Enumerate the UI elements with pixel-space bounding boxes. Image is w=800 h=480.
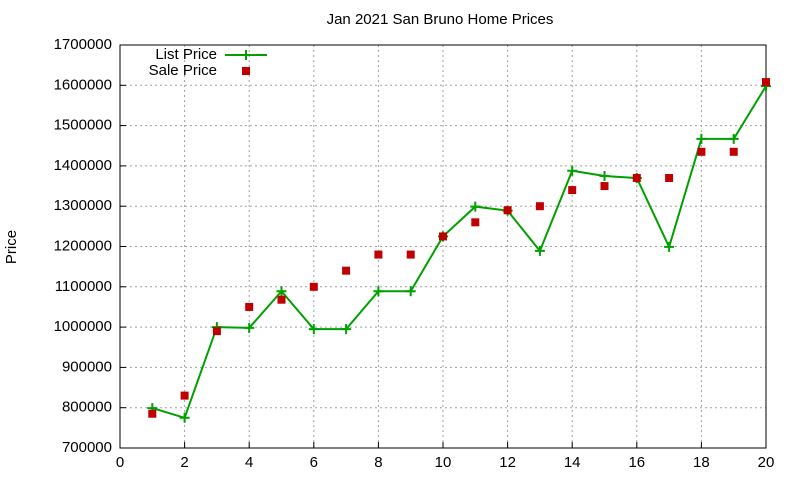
point-marker <box>664 241 675 252</box>
y-tick-label: 1400000 <box>54 157 112 174</box>
point-marker <box>568 186 577 195</box>
plot-frame <box>119 44 767 449</box>
point-marker <box>212 327 221 336</box>
chart-title: Jan 2021 San Bruno Home Prices <box>327 11 554 28</box>
x-tick-label: 0 <box>116 454 124 471</box>
y-tick-label: 1500000 <box>54 117 112 134</box>
point-marker <box>535 202 544 211</box>
point-marker <box>309 282 318 291</box>
point-marker <box>697 147 706 156</box>
x-tick-label: 12 <box>499 454 516 471</box>
x-tick-label: 14 <box>564 454 581 471</box>
y-tick-label: 1100000 <box>55 278 112 295</box>
x-tick-label: 20 <box>758 454 775 471</box>
legend-marker <box>241 50 251 60</box>
point-marker <box>665 173 674 182</box>
y-tick-label: 1300000 <box>54 197 112 214</box>
y-tick-label: 700000 <box>62 439 112 456</box>
point-marker <box>373 286 384 297</box>
x-tick-label: 4 <box>245 454 253 471</box>
point-marker <box>244 322 255 333</box>
point-marker <box>341 324 352 335</box>
x-tick-label: 2 <box>180 454 188 471</box>
point-marker <box>374 250 383 259</box>
legend-label: Sale Price <box>149 62 217 79</box>
point-marker <box>180 391 189 400</box>
point-marker <box>567 165 578 176</box>
point-marker <box>503 206 512 215</box>
legend-marker <box>242 67 250 75</box>
point-marker <box>471 218 480 227</box>
point-marker <box>148 409 157 418</box>
point-marker <box>308 324 319 335</box>
point-marker <box>696 133 707 144</box>
point-marker <box>632 173 641 182</box>
y-axis-label: Price <box>3 230 20 264</box>
point-marker <box>439 232 447 241</box>
point-marker <box>599 170 610 181</box>
point-marker <box>342 266 351 275</box>
legend-label: List Price <box>155 46 217 63</box>
y-tick-label: 1200000 <box>54 237 112 254</box>
point-marker <box>729 147 738 156</box>
point-marker <box>600 182 609 191</box>
point-marker <box>534 245 545 256</box>
point-marker <box>762 78 770 87</box>
point-marker <box>405 286 416 297</box>
point-marker <box>470 201 481 212</box>
y-tick-label: 900000 <box>62 358 112 375</box>
y-tick-label: 1700000 <box>54 36 112 53</box>
point-marker <box>406 250 415 259</box>
y-tick-label: 1600000 <box>54 76 112 93</box>
x-tick-label: 18 <box>693 454 710 471</box>
point-marker <box>245 302 254 311</box>
point-marker <box>277 295 286 304</box>
point-marker <box>179 412 190 423</box>
point-marker <box>728 133 739 144</box>
point-marker <box>276 286 287 297</box>
x-tick-label: 16 <box>628 454 645 471</box>
y-tick-label: 1000000 <box>54 318 112 335</box>
x-tick-label: 6 <box>310 454 318 471</box>
x-tick-label: 8 <box>374 454 382 471</box>
series-line <box>152 85 767 420</box>
x-tick-label: 10 <box>435 454 452 471</box>
y-tick-label: 800000 <box>62 399 112 416</box>
